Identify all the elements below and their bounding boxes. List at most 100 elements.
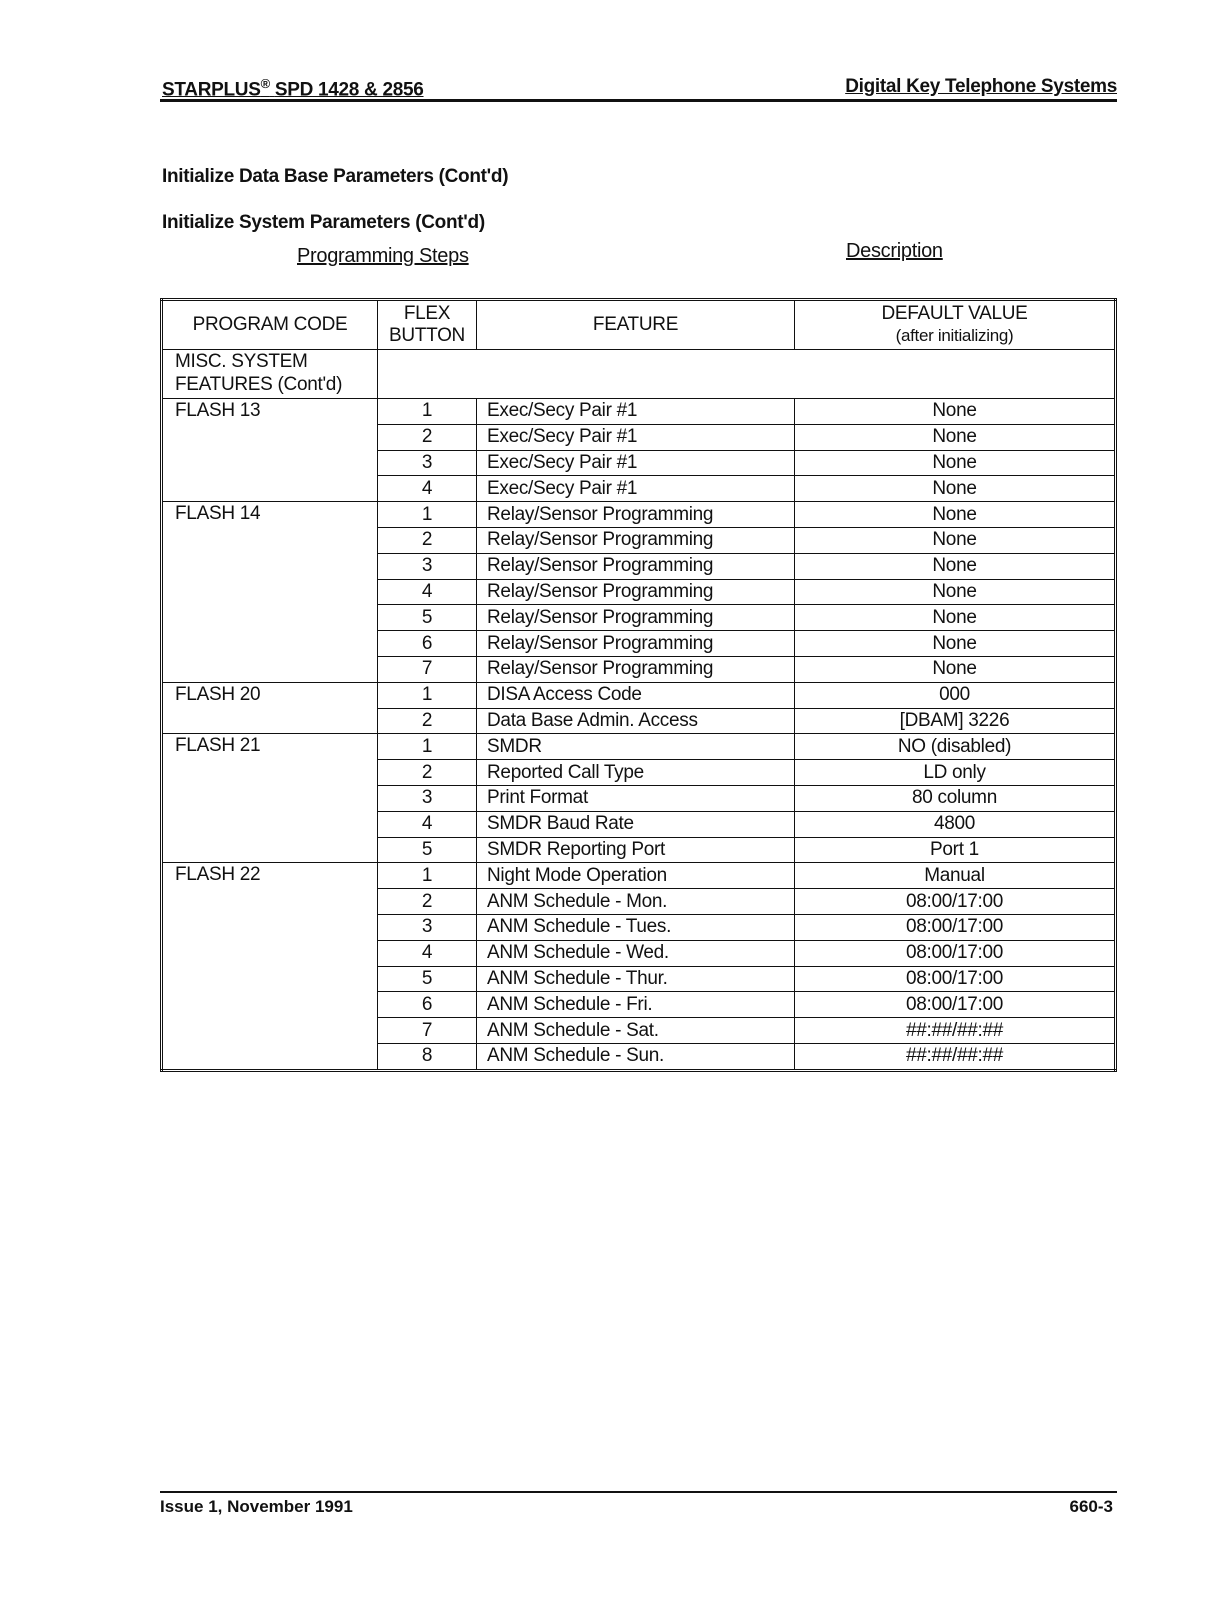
feature-cell: ANM Schedule - Mon. <box>476 888 795 915</box>
feature-cell: SMDR Baud Rate <box>476 810 795 838</box>
col-after-init-label: (after initializing) <box>895 326 1014 345</box>
table-row: 5 SMDR Reporting Port Port 1 <box>162 836 1116 864</box>
feature-cell: Relay/Sensor Programming <box>476 578 795 606</box>
default-value-cell: None <box>794 655 1116 683</box>
default-value-cell: None <box>794 526 1116 554</box>
program-code-cell: FLASH 21 <box>161 733 378 864</box>
feature-cell: Reported Call Type <box>476 759 795 786</box>
col-default-label: DEFAULT VALUE <box>881 303 1028 324</box>
flex-button-cell: 1 <box>377 501 477 528</box>
flex-button-cell: 2 <box>377 707 477 735</box>
flex-button-cell: 3 <box>377 784 477 812</box>
default-value-cell: 4800 <box>794 810 1116 838</box>
feature-cell: Relay/Sensor Programming <box>476 552 795 580</box>
default-value-cell: None <box>794 475 1116 503</box>
flex-button-cell: 3 <box>377 913 477 941</box>
default-value-cell: 80 column <box>794 784 1116 812</box>
table-row: FLASH 13 1 Exec/Secy Pair #1 None <box>161 397 1116 503</box>
feature-cell: ANM Schedule - Wed. <box>476 939 795 967</box>
flex-button-cell: 4 <box>377 475 477 503</box>
default-value-cell: 08:00/17:00 <box>794 888 1116 915</box>
default-value-cell: None <box>794 552 1116 580</box>
flex-button-cell: 3 <box>377 449 477 477</box>
flex-button-cell: 1 <box>377 681 477 709</box>
table-row: 5 Relay/Sensor Programming None <box>162 604 1116 632</box>
table-row: 4 ANM Schedule - Wed. 08:00/17:00 <box>162 939 1116 967</box>
feature-cell: Relay/Sensor Programming <box>476 630 795 657</box>
table-row: FLASH 14 1 Relay/Sensor Programming None <box>161 501 1116 683</box>
col-default-value: DEFAULT VALUE (after initializing) <box>794 299 1116 350</box>
header-rule <box>160 99 1117 102</box>
table-header-row: PROGRAM CODE FLEX BUTTON FEATURE DEFAULT … <box>161 299 1116 350</box>
default-value-cell: LD only <box>794 759 1116 786</box>
table-row: 2 Relay/Sensor Programming None <box>162 526 1116 554</box>
section-title: Initialize Data Base Parameters (Cont'd) <box>162 166 509 187</box>
section-empty <box>377 349 1116 399</box>
flex-button-cell: 4 <box>377 810 477 838</box>
default-value-cell: 000 <box>794 681 1116 709</box>
program-code-cell: FLASH 20 <box>161 681 378 735</box>
description-heading: Description <box>846 240 943 262</box>
table-row: 2 Exec/Secy Pair #1 None <box>162 423 1116 451</box>
brand-name: STARPLUS <box>162 79 261 101</box>
default-value-cell: None <box>794 501 1116 528</box>
parameters-table: PROGRAM CODE FLEX BUTTON FEATURE DEFAULT … <box>160 298 1117 1072</box>
header-left: STARPLUS® SPD 1428 & 2856 <box>162 76 424 101</box>
table-row: 3 Exec/Secy Pair #1 None <box>162 449 1116 477</box>
default-value-cell: Port 1 <box>794 836 1116 864</box>
flex-button-cell: 2 <box>377 423 477 451</box>
model-name: SPD 1428 & 2856 <box>274 79 424 101</box>
footer-issue: Issue 1, November 1991 <box>160 1497 353 1516</box>
table-row: 4 SMDR Baud Rate 4800 <box>162 810 1116 838</box>
feature-cell: Exec/Secy Pair #1 <box>476 449 795 477</box>
flex-button-cell: 2 <box>377 526 477 554</box>
table-row: 7 Relay/Sensor Programming None <box>162 655 1116 683</box>
section-row: MISC. SYSTEM FEATURES (Cont'd) <box>161 349 1116 399</box>
feature-cell: DISA Access Code <box>476 681 795 709</box>
flex-button-cell: 8 <box>377 1042 477 1071</box>
footer-rule <box>160 1491 1117 1493</box>
default-value-cell: None <box>794 423 1116 451</box>
default-value-cell: 08:00/17:00 <box>794 913 1116 941</box>
feature-cell: Exec/Secy Pair #1 <box>476 475 795 503</box>
feature-cell: ANM Schedule - Thur. <box>476 965 795 993</box>
col-flex-label: FLEX <box>403 303 451 324</box>
feature-cell: Exec/Secy Pair #1 <box>476 423 795 451</box>
flex-button-cell: 5 <box>377 965 477 993</box>
default-value-cell: ##:##/##:## <box>794 1042 1116 1071</box>
feature-cell: Relay/Sensor Programming <box>476 501 795 528</box>
default-value-cell: 08:00/17:00 <box>794 965 1116 993</box>
default-value-cell: None <box>794 630 1116 657</box>
flex-button-cell: 1 <box>377 733 477 761</box>
table-row: 2 ANM Schedule - Mon. 08:00/17:00 <box>162 888 1116 915</box>
feature-cell: Night Mode Operation <box>476 862 795 890</box>
default-value-cell: NO (disabled) <box>794 733 1116 761</box>
default-value-cell: None <box>794 398 1116 425</box>
col-flex-button: FLEX BUTTON <box>377 299 477 350</box>
flex-button-cell: 6 <box>377 630 477 657</box>
programming-steps-heading: Programming Steps <box>297 245 469 267</box>
feature-cell: ANM Schedule - Sat. <box>476 1017 795 1044</box>
feature-cell: Print Format <box>476 784 795 812</box>
table-row: FLASH 20 1 DISA Access Code 000 <box>161 681 1116 735</box>
section-label: MISC. SYSTEM FEATURES (Cont'd) <box>161 349 378 399</box>
feature-cell: Relay/Sensor Programming <box>476 655 795 683</box>
flex-button-cell: 4 <box>377 939 477 967</box>
default-value-cell: None <box>794 449 1116 477</box>
feature-cell: ANM Schedule - Sun. <box>476 1042 795 1071</box>
default-value-cell: 08:00/17:00 <box>794 991 1116 1019</box>
feature-cell: SMDR <box>476 733 795 761</box>
default-value-cell: Manual <box>794 862 1116 890</box>
col-feature: FEATURE <box>476 299 795 350</box>
feature-cell: ANM Schedule - Fri. <box>476 991 795 1019</box>
feature-cell: ANM Schedule - Tues. <box>476 913 795 941</box>
table-row: 6 Relay/Sensor Programming None <box>162 630 1116 657</box>
default-value-cell: None <box>794 604 1116 632</box>
table-row: 2 Reported Call Type LD only <box>162 759 1116 786</box>
feature-cell: Data Base Admin. Access <box>476 707 795 735</box>
col-program-code: PROGRAM CODE <box>161 299 378 350</box>
flex-button-cell: 2 <box>377 888 477 915</box>
program-code-cell: FLASH 13 <box>161 397 378 503</box>
default-value-cell: ##:##/##:## <box>794 1017 1116 1044</box>
feature-cell: Exec/Secy Pair #1 <box>476 398 795 425</box>
